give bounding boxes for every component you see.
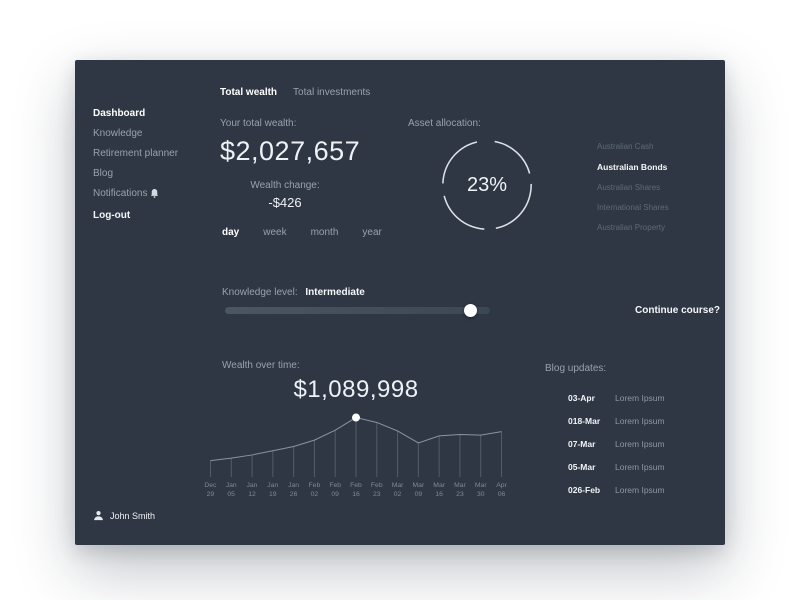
knowledge-level-label: Knowledge level:	[222, 287, 298, 298]
continue-course-link[interactable]: Continue course?	[635, 305, 721, 316]
blog-item-date: 018-Mar	[568, 416, 601, 426]
chart-tick-label: Jan 26	[288, 482, 300, 499]
knowledge-slider[interactable]	[225, 304, 490, 317]
chart-tick-label: Mar 23	[454, 482, 466, 499]
sidebar-item-blog[interactable]: Blog	[93, 168, 178, 179]
chart-tick-label: Mar 09	[412, 482, 425, 499]
donut-ring	[442, 140, 532, 230]
asset-item-australian-shares[interactable]: Australian Shares	[597, 183, 661, 192]
sidebar-item-dashboard[interactable]: Dashboard	[93, 108, 178, 119]
chart-tick-label: Feb 16	[350, 482, 362, 499]
chart-tick-label: Apr 06	[496, 482, 507, 499]
tab-total-wealth[interactable]: Total wealth	[220, 87, 278, 98]
blog-list-item[interactable]: 026-Feb Lorem Ipsum	[568, 485, 665, 495]
wealth-over-time-label: Wealth over time:	[222, 360, 300, 371]
wealth-tabs: Total wealth Total investments	[220, 87, 370, 98]
sidebar: Dashboard Knowledge Retirement planner B…	[93, 108, 178, 230]
user-name: John Smith	[110, 510, 156, 521]
wealth-chart-labels: Dec 29 Jan 05 Jan 12 Jan 19 Jan 26 Feb 02 Feb 09 Feb 16…	[200, 481, 512, 499]
blog-item-date: 07-Mar	[568, 439, 596, 449]
blog-list-item[interactable]: 018-Mar Lorem Ipsum	[568, 416, 665, 426]
user-icon	[93, 510, 104, 521]
sidebar-item-label: Dashboard	[93, 108, 146, 119]
blog-list-item[interactable]: 05-Mar Lorem Ipsum	[568, 462, 665, 472]
asset-item-australian-cash[interactable]: Australian Cash	[597, 142, 654, 151]
blog-item-date: 03-Apr	[568, 393, 595, 403]
sidebar-item-retirement-planner[interactable]: Retirement planner	[93, 148, 178, 159]
period-tab-month[interactable]: month	[310, 227, 339, 238]
period-tab-day[interactable]: day	[222, 227, 240, 238]
user-account[interactable]: John Smith	[93, 510, 155, 521]
sidebar-item-label: Retirement planner	[93, 148, 179, 159]
asset-item-australian-bonds[interactable]: Australian Bonds	[597, 162, 668, 172]
total-wealth-value: $2,027,657	[220, 136, 361, 166]
allocation-percent: 23%	[466, 173, 508, 196]
wealth-change-value: -$426	[268, 195, 302, 210]
sidebar-item-label: Blog	[93, 168, 114, 179]
period-tabs: day week month year	[222, 227, 382, 238]
knowledge-level-value: Intermediate	[305, 287, 365, 298]
chart-tick-label: Dec 29	[204, 482, 217, 499]
allocation-donut-chart: 23%	[439, 137, 535, 233]
blog-item-date: 05-Mar	[568, 462, 596, 472]
chart-tick-label: Feb 23	[370, 482, 383, 499]
chart-tick-label: Feb 02	[308, 482, 321, 499]
blog-item-date: 026-Feb	[568, 485, 601, 495]
chart-tick-label: Mar 16	[433, 482, 446, 499]
blog-list-item[interactable]: 07-Mar Lorem Ipsum	[568, 439, 665, 449]
wealth-change: Wealth change: -$426	[220, 180, 350, 210]
wealth-change-label: Wealth change:	[250, 180, 320, 191]
sidebar-item-label: Log-out	[93, 210, 131, 221]
chart-tick-label: Jan 05	[225, 482, 237, 499]
blog-list-item[interactable]: 03-Apr Lorem Ipsum	[568, 393, 665, 403]
bell-icon	[151, 189, 159, 198]
sidebar-item-notifications[interactable]: Notifications	[93, 188, 178, 199]
knowledge-slider-thumb[interactable]	[464, 304, 478, 317]
sidebar-item-knowledge[interactable]: Knowledge	[93, 128, 178, 139]
sidebar-item-label: Notifications	[93, 188, 148, 199]
chart-tick-label: Jan 19	[267, 482, 279, 499]
period-tab-year[interactable]: year	[362, 227, 382, 238]
wealth-chart-svg	[210, 413, 502, 477]
tab-total-investments[interactable]: Total investments	[293, 87, 371, 98]
period-tab-week[interactable]: week	[263, 227, 287, 238]
asset-list: Australian Cash Australian Bonds Austral…	[597, 142, 669, 243]
blog-item-title: Lorem Ipsum	[615, 393, 665, 403]
asset-item-international-shares[interactable]: International Shares	[597, 203, 669, 212]
blog-item-title: Lorem Ipsum	[615, 485, 665, 495]
chart-tick-label: Feb 09	[329, 482, 342, 499]
knowledge-level: Knowledge level: Intermediate	[222, 287, 365, 298]
asset-allocation-label: Asset allocation:	[408, 118, 481, 129]
total-wealth-label: Your total wealth:	[220, 118, 297, 129]
chart-tick-label: Mar 02	[391, 482, 404, 499]
dashboard-card: Dashboard Knowledge Retirement planner B…	[75, 60, 725, 545]
sidebar-item-logout[interactable]: Log-out	[93, 210, 178, 221]
sidebar-item-label: Knowledge	[93, 128, 143, 139]
asset-item-australian-property[interactable]: Australian Property	[597, 223, 666, 232]
blog-item-title: Lorem Ipsum	[615, 462, 665, 472]
wealth-chart-highlight-value: $1,089,998	[293, 376, 419, 403]
blog-item-title: Lorem Ipsum	[615, 439, 665, 449]
chart-tick-label: Jan 12	[246, 482, 258, 499]
chart-tick-label: Mar 30	[474, 482, 487, 499]
blog-item-title: Lorem Ipsum	[615, 416, 665, 426]
blog-updates-label: Blog updates:	[545, 363, 607, 374]
